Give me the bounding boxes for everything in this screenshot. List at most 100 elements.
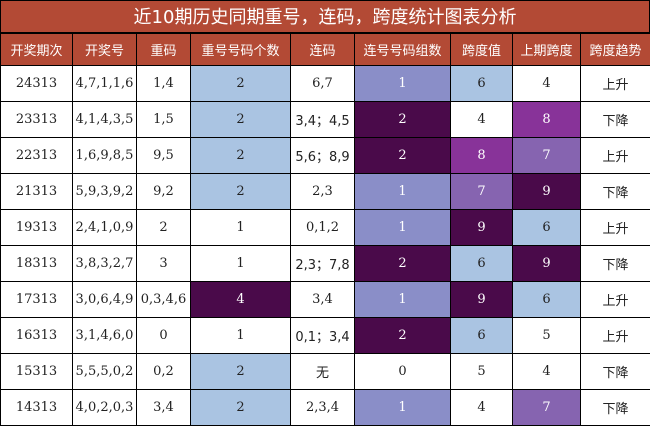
cell-span: 6 [451,318,513,354]
cell-repeat: 3 [137,246,191,282]
cell-consec: 0,1；3,4 [291,318,355,354]
cell-numbers: 2,4,1,0,9 [73,210,137,246]
cell-consec-groups: 2 [355,102,451,138]
cell-consec: 2,3；7,8 [291,246,355,282]
cell-trend: 上升 [581,138,650,174]
cell-repeat: 1,4 [137,66,191,102]
header-row: 开奖期次 开奖号 重码 重号号码个数 连码 连号号码组数 跨度值 上期跨度 跨度… [1,34,650,66]
cell-repeat-count: 2 [191,354,291,390]
cell-prev-span: 4 [513,354,581,390]
header-repeat: 重码 [137,34,191,66]
cell-span: 4 [451,390,513,426]
header-prev-span: 上期跨度 [513,34,581,66]
cell-prev-span: 6 [513,282,581,318]
cell-repeat: 2 [137,210,191,246]
cell-span: 9 [451,282,513,318]
cell-period: 17313 [1,282,73,318]
cell-prev-span: 7 [513,138,581,174]
cell-period: 15313 [1,354,73,390]
cell-span: 6 [451,66,513,102]
cell-prev-span: 9 [513,174,581,210]
cell-period: 23313 [1,102,73,138]
cell-consec-groups: 1 [355,390,451,426]
cell-trend: 上升 [581,318,650,354]
header-repeat-count: 重号号码个数 [191,34,291,66]
cell-prev-span: 8 [513,102,581,138]
cell-span: 5 [451,354,513,390]
cell-numbers: 5,5,5,0,2 [73,354,137,390]
cell-consec: 2,3,4 [291,390,355,426]
cell-trend: 下降 [581,174,650,210]
stats-panel: 近10期历史同期重号，连码，跨度统计图表分析 开奖期次 开奖号 重码 重号号码个… [0,0,650,415]
cell-prev-span: 5 [513,318,581,354]
cell-span: 7 [451,174,513,210]
cell-prev-span: 6 [513,210,581,246]
cell-numbers: 1,6,9,8,5 [73,138,137,174]
cell-period: 22313 [1,138,73,174]
cell-repeat-count: 2 [191,66,291,102]
cell-repeat-count: 4 [191,282,291,318]
cell-numbers: 4,7,1,1,6 [73,66,137,102]
cell-repeat: 9,5 [137,138,191,174]
cell-numbers: 4,0,2,0,3 [73,390,137,426]
cell-trend: 下降 [581,102,650,138]
cell-repeat: 3,4 [137,390,191,426]
cell-trend: 下降 [581,246,650,282]
cell-repeat-count: 1 [191,318,291,354]
cell-consec-groups: 1 [355,174,451,210]
cell-consec: 3,4；4,5 [291,102,355,138]
cell-consec: 5,6；8,9 [291,138,355,174]
cell-numbers: 5,9,3,9,2 [73,174,137,210]
cell-repeat: 0,3,4,6 [137,282,191,318]
cell-consec: 0,1,2 [291,210,355,246]
cell-repeat-count: 2 [191,390,291,426]
cell-consec-groups: 2 [355,318,451,354]
header-numbers: 开奖号 [73,34,137,66]
cell-period: 16313 [1,318,73,354]
cell-trend: 上升 [581,66,650,102]
header-consec: 连码 [291,34,355,66]
header-period: 开奖期次 [1,34,73,66]
cell-repeat-count: 2 [191,102,291,138]
cell-repeat: 0,2 [137,354,191,390]
cell-repeat: 1,5 [137,102,191,138]
cell-period: 19313 [1,210,73,246]
cell-repeat-count: 1 [191,210,291,246]
cell-span: 8 [451,138,513,174]
cell-period: 18313 [1,246,73,282]
cell-numbers: 3,8,3,2,7 [73,246,137,282]
cell-consec-groups: 1 [355,210,451,246]
cell-repeat: 0 [137,318,191,354]
cell-trend: 上升 [581,282,650,318]
header-consec-groups: 连号号码组数 [355,34,451,66]
cell-consec-groups: 1 [355,66,451,102]
cell-consec: 3,4 [291,282,355,318]
cell-consec: 无 [291,354,355,390]
cell-period: 21313 [1,174,73,210]
cell-span: 4 [451,102,513,138]
cell-consec-groups: 2 [355,246,451,282]
cell-span: 6 [451,246,513,282]
cell-consec-groups: 1 [355,282,451,318]
cell-trend: 下降 [581,390,650,426]
cell-trend: 上升 [581,210,650,246]
cell-numbers: 4,1,4,3,5 [73,102,137,138]
cell-consec-groups: 0 [355,354,451,390]
cell-consec-groups: 2 [355,138,451,174]
cell-repeat-count: 2 [191,174,291,210]
cell-prev-span: 4 [513,66,581,102]
cell-prev-span: 9 [513,246,581,282]
cell-span: 9 [451,210,513,246]
cell-repeat-count: 2 [191,138,291,174]
page-title: 近10期历史同期重号，连码，跨度统计图表分析 [0,0,650,33]
